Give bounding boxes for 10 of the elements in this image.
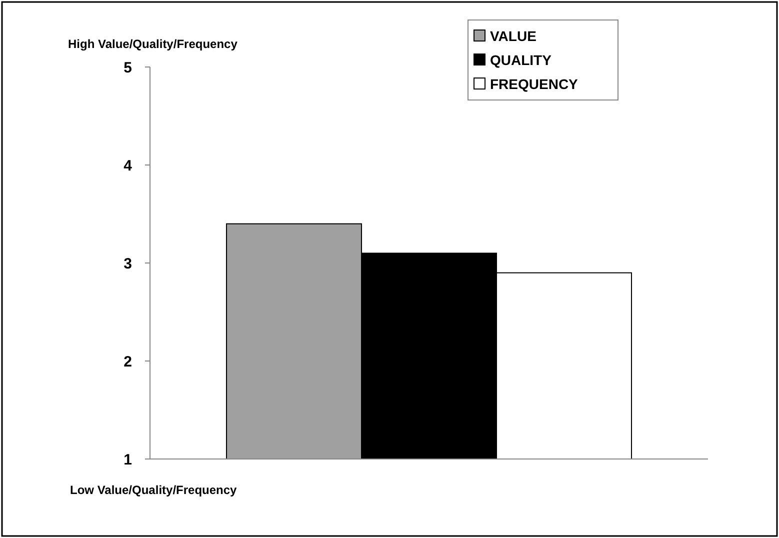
legend-label: VALUE [490,28,536,44]
y-tick-label: 1 [124,451,132,468]
legend-label: QUALITY [490,52,552,68]
y-tick-label: 3 [124,255,132,272]
text: Low Value/Quality/Frequency [70,483,238,497]
y-tick-label: 5 [124,59,132,76]
y-tick-label: 2 [124,353,132,370]
text: High Value/Quality/Frequency [68,37,238,51]
legend-label: FREQUENCY [490,76,579,92]
y-tick-label: 4 [124,157,133,174]
